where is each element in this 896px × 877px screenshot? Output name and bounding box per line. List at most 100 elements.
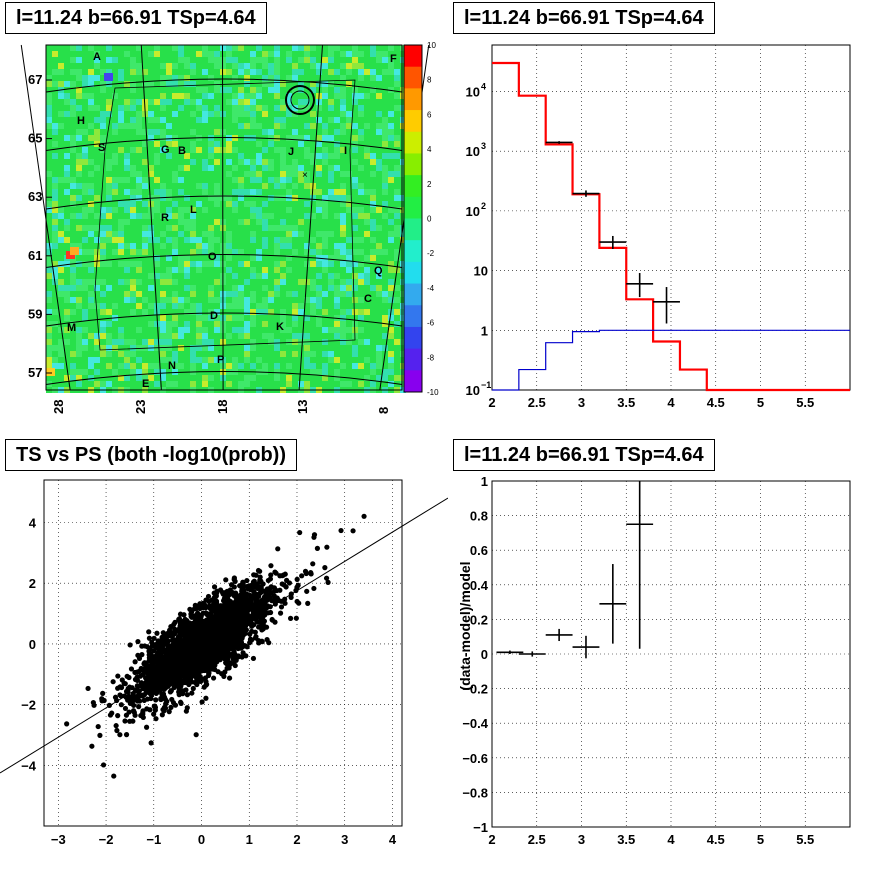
residual-data-point (626, 481, 653, 649)
scatter-x-tick: −1 (146, 832, 161, 847)
residual-x-tick: 3 (578, 832, 585, 847)
map-lat-label: 63 (28, 189, 42, 204)
map-lon-label: 18 (215, 400, 230, 414)
spectrum-y-tick-exp: 2 (481, 201, 486, 211)
scatter-x-tick: 4 (389, 832, 397, 847)
residual-x-tick: 3.5 (617, 832, 635, 847)
map-meridian (223, 45, 224, 390)
residual-y-tick: 0.8 (470, 509, 488, 524)
map-colorbar-label: 6 (427, 110, 432, 119)
scatter-reference-line (0, 498, 448, 773)
spectrum-x-tick: 4.5 (707, 395, 725, 410)
scatter-y-tick: 0 (29, 637, 36, 652)
map-colorbar (404, 45, 422, 393)
map-source-label: L (190, 204, 197, 216)
spectrum-data-point (653, 287, 680, 323)
map-colorbar-label: 4 (427, 145, 432, 154)
scatter-points (64, 514, 367, 779)
spectrum-x-tick: 3.5 (617, 395, 635, 410)
map-source-label: D (210, 310, 218, 322)
map-source-label: M (67, 322, 76, 334)
residual-y-tick: −0.8 (462, 785, 488, 800)
spectrum-x-tick: 2.5 (528, 395, 546, 410)
scatter-x-tick: −2 (99, 832, 114, 847)
spectrum-y-tick: 1 (481, 323, 488, 338)
residual-data-point (546, 629, 573, 641)
map-source-label: I (344, 145, 347, 157)
residual-x-tick: 2.5 (528, 832, 546, 847)
residual-y-tick: 0 (481, 647, 488, 662)
map-lat-label: 61 (28, 248, 42, 263)
map-lat-label: 65 (28, 131, 42, 146)
map-lon-label: 13 (295, 400, 310, 414)
map-source-label: C (364, 293, 372, 305)
map-colorbar-label: -2 (427, 249, 435, 258)
map-source-label: F (390, 53, 397, 65)
spectrum-y-tick: 10 (466, 204, 480, 219)
spectrum-y-tick-exp: −1 (481, 380, 491, 390)
residual-y-tick: 1 (481, 474, 488, 489)
spectrum-x-tick: 2 (488, 395, 495, 410)
spectrum-data-point (573, 190, 600, 196)
map-colorbar-label: -4 (427, 284, 435, 293)
map-source-label: B (178, 145, 186, 157)
residual-y-tick: −0.4 (462, 716, 488, 731)
map-source-label: A (93, 51, 101, 63)
scatter-y-tick: −4 (21, 758, 37, 773)
map-lat-label: 67 (28, 72, 42, 87)
spectrum-y-tick: 10 (474, 264, 488, 279)
scatter-y-tick: −2 (21, 698, 36, 713)
scatter-x-tick: −3 (51, 832, 66, 847)
residual-x-tick: 5.5 (796, 832, 814, 847)
residual-title: l=11.24 b=66.91 TSp=4.64 (453, 439, 715, 471)
map-source-label: H (77, 115, 85, 127)
map-colorbar-label: 2 (427, 180, 432, 189)
map-hotspot (46, 368, 55, 376)
map-colorbar-label: 10 (427, 41, 436, 50)
map-source-label: R (161, 212, 169, 224)
map-source-label: Q (374, 265, 383, 277)
residual-y-tick: 0.6 (470, 543, 488, 558)
map-lon-label: 8 (376, 407, 391, 414)
residual-x-tick: 4.5 (707, 832, 725, 847)
map-lat-label: 59 (28, 306, 42, 321)
spectrum-data-point (626, 273, 653, 297)
map-cross-marker: × (302, 170, 308, 181)
scatter-x-tick: 2 (293, 832, 300, 847)
spectrum-x-tick: 5.5 (796, 395, 814, 410)
map-hotspot (70, 247, 79, 255)
map-source-label: N (168, 360, 176, 372)
map-lat-label: 57 (28, 365, 42, 380)
map-source-label: K (276, 321, 284, 333)
scatter-title: TS vs PS (both -log10(prob)) (5, 439, 297, 471)
residual-data-point (573, 636, 600, 658)
scatter-y-tick: 2 (29, 576, 36, 591)
scatter-x-tick: 3 (341, 832, 348, 847)
scatter-y-tick: 4 (29, 515, 37, 530)
spectrum-y-tick-exp: 3 (481, 141, 486, 151)
spectrum-y-tick: 10 (466, 84, 480, 99)
residual-grid (492, 481, 850, 827)
spectrum-x-tick: 5 (757, 395, 764, 410)
map-colorbar-label: -8 (427, 353, 435, 362)
map-hotspot (104, 73, 113, 81)
map-colorbar-label: -6 (427, 319, 435, 328)
map-lon-label: 28 (51, 400, 66, 414)
residual-x-tick: 5 (757, 832, 764, 847)
map-source-label: P (217, 354, 224, 366)
map-colorbar-label: 0 (427, 215, 432, 224)
map-colorbar-label: 8 (427, 76, 432, 85)
spectrum-x-tick: 3 (578, 395, 585, 410)
map-title: l=11.24 b=66.91 TSp=4.64 (5, 2, 267, 34)
spectrum-y-tick: 10 (466, 383, 480, 398)
residual-y-tick: −1 (473, 820, 488, 835)
residual-x-tick: 2 (488, 832, 495, 847)
spectrum-y-tick-exp: 4 (481, 81, 486, 91)
